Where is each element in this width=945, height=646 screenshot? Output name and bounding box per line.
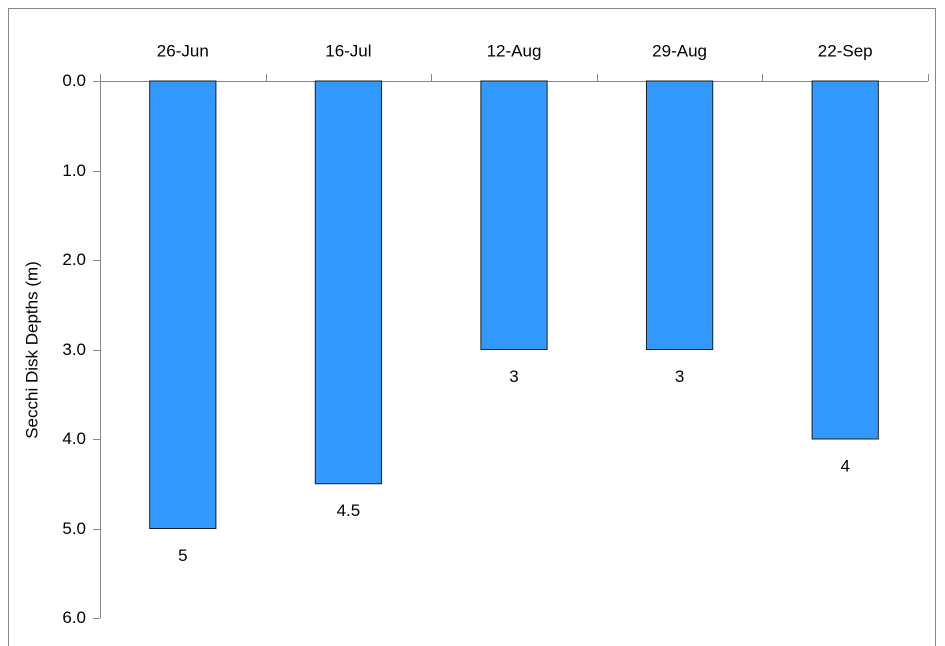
- data-label: 4.5: [337, 501, 361, 520]
- x-tick-label: 16-Jul: [325, 41, 371, 60]
- bar: [811, 80, 879, 440]
- y-tick-label: 6.0: [62, 608, 86, 627]
- y-tick-label: 1.0: [62, 161, 86, 180]
- x-tick-label: 26-Jun: [157, 41, 209, 60]
- y-tick-label: 4.0: [62, 429, 86, 448]
- chart-frame: [8, 8, 936, 646]
- y-tick-label: 5.0: [62, 519, 86, 538]
- data-label: 5: [178, 546, 187, 565]
- data-label: 4: [840, 456, 849, 475]
- y-tick-label: 3.0: [62, 340, 86, 359]
- bar: [314, 80, 383, 485]
- bar: [645, 80, 714, 350]
- y-tick-label: 2.0: [62, 250, 86, 269]
- x-tick-label: 22-Sep: [818, 41, 873, 60]
- y-tick-label: 0.0: [62, 71, 86, 90]
- bar: [149, 80, 217, 529]
- bar: [480, 80, 548, 350]
- data-label: 3: [509, 367, 518, 386]
- x-tick-label: 12-Aug: [487, 41, 542, 60]
- data-label: 3: [675, 367, 684, 386]
- y-axis-title: Secchi Disk Depths (m): [22, 261, 41, 439]
- x-tick-label: 29-Aug: [652, 41, 707, 60]
